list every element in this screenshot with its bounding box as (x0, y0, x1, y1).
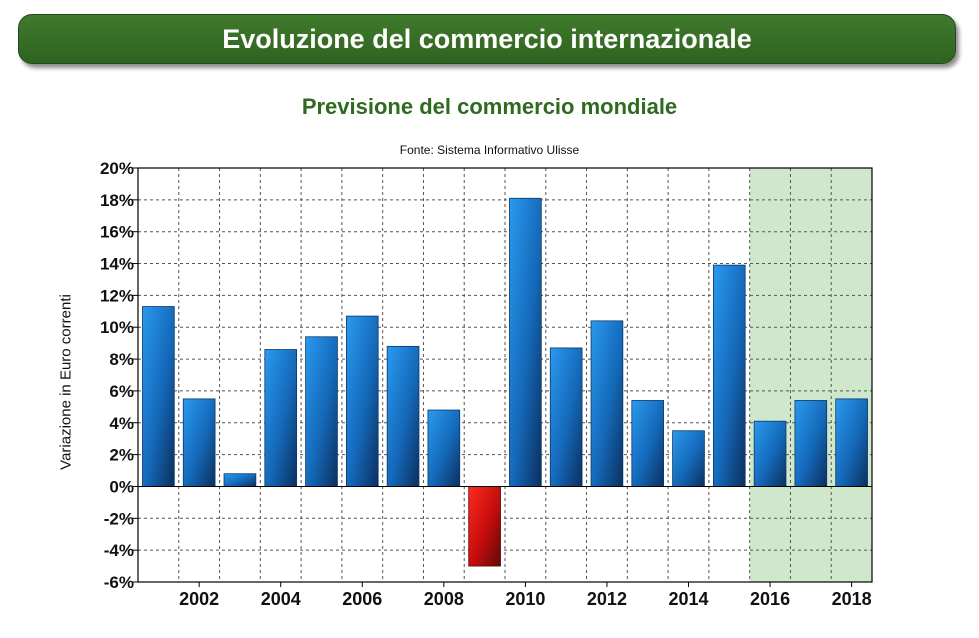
x-tick-label: 2014 (668, 589, 708, 609)
bar-2006 (345, 315, 379, 487)
x-tick-label: 2010 (505, 589, 545, 609)
y-tick-label: 6% (109, 382, 134, 401)
bar-2008 (427, 409, 461, 487)
plot-border (137, 167, 873, 583)
x-tick-label: 2006 (342, 589, 382, 609)
chart-title: Previsione del commercio mondiale (301, 94, 678, 119)
y-tick-label: 20% (100, 159, 134, 178)
x-tick-label: 2002 (179, 589, 219, 609)
y-tick-label: 12% (100, 286, 134, 305)
bar-2009 (468, 486, 501, 567)
y-tick-label: -6% (104, 573, 134, 592)
y-tick-label: 18% (100, 191, 134, 210)
bar-2002 (182, 398, 216, 487)
bar-2012 (590, 320, 624, 487)
x-tick-label: 2016 (750, 589, 790, 609)
page-banner: Evoluzione del commercio internazionale (18, 14, 956, 64)
y-tick-label: 8% (109, 350, 134, 369)
bar-2010 (509, 197, 542, 487)
bar-2004 (264, 349, 298, 487)
bar-2015 (712, 264, 746, 487)
bar-2016 (753, 420, 787, 487)
banner-title: Evoluzione del commercio internazionale (222, 23, 752, 54)
bar-2014 (672, 430, 705, 487)
bar-2011 (549, 347, 583, 487)
y-tick-label: 16% (100, 223, 134, 242)
bar-2018 (835, 398, 868, 487)
bar-2013 (631, 400, 665, 487)
x-tick-label: 2004 (261, 589, 301, 609)
y-tick-label: 0% (109, 477, 134, 496)
forecast-band (749, 168, 872, 582)
x-tick-label: 2012 (587, 589, 627, 609)
bar-2017 (794, 400, 828, 487)
x-tick-label: 2008 (424, 589, 464, 609)
y-tick-label: 14% (100, 255, 134, 274)
chart-source: Fonte: Sistema Informativo Ulisse (399, 143, 580, 157)
bar-2003 (223, 473, 257, 487)
y-tick-label: 10% (100, 318, 134, 337)
x-tick-label: 2018 (832, 589, 872, 609)
bar-2005 (305, 336, 338, 487)
bar-2007 (386, 345, 420, 487)
y-tick-label: 4% (109, 414, 134, 433)
y-tick-label: -4% (104, 541, 134, 560)
y-tick-label: -2% (104, 509, 134, 528)
y-tick-label: 2% (109, 446, 134, 465)
bar-2001 (142, 306, 175, 487)
